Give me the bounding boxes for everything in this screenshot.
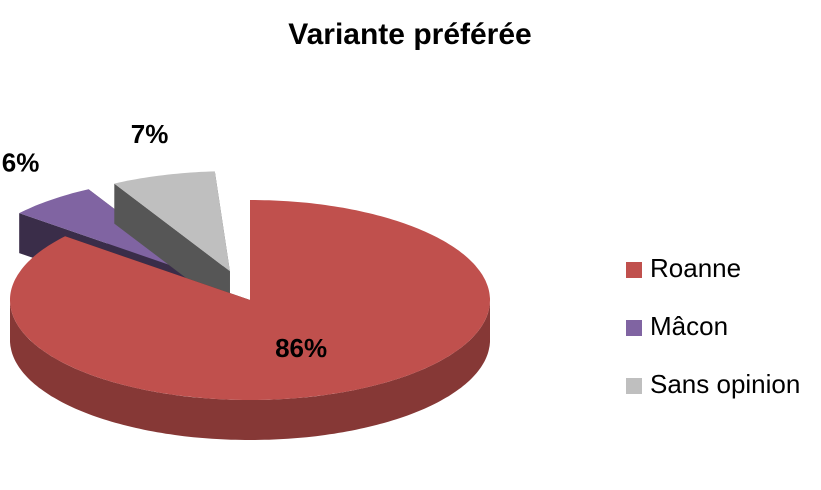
chart-title: Variante préférée xyxy=(288,18,531,51)
slice-top xyxy=(10,200,490,400)
legend-swatch xyxy=(626,378,642,394)
legend-swatch xyxy=(626,320,642,336)
slice-wall xyxy=(114,183,230,312)
legend-label: Roanne xyxy=(650,253,741,283)
data-label: 86% xyxy=(275,333,327,363)
pie-slice xyxy=(114,171,230,312)
pie-slice xyxy=(10,200,490,440)
slice-side xyxy=(10,300,490,440)
legend-label: Sans opinion xyxy=(650,369,800,399)
legend-swatch xyxy=(626,262,642,278)
data-label: 7% xyxy=(131,119,169,149)
slice-top xyxy=(114,171,230,272)
data-label: 6% xyxy=(2,147,40,177)
legend-label: Mâcon xyxy=(650,311,728,341)
